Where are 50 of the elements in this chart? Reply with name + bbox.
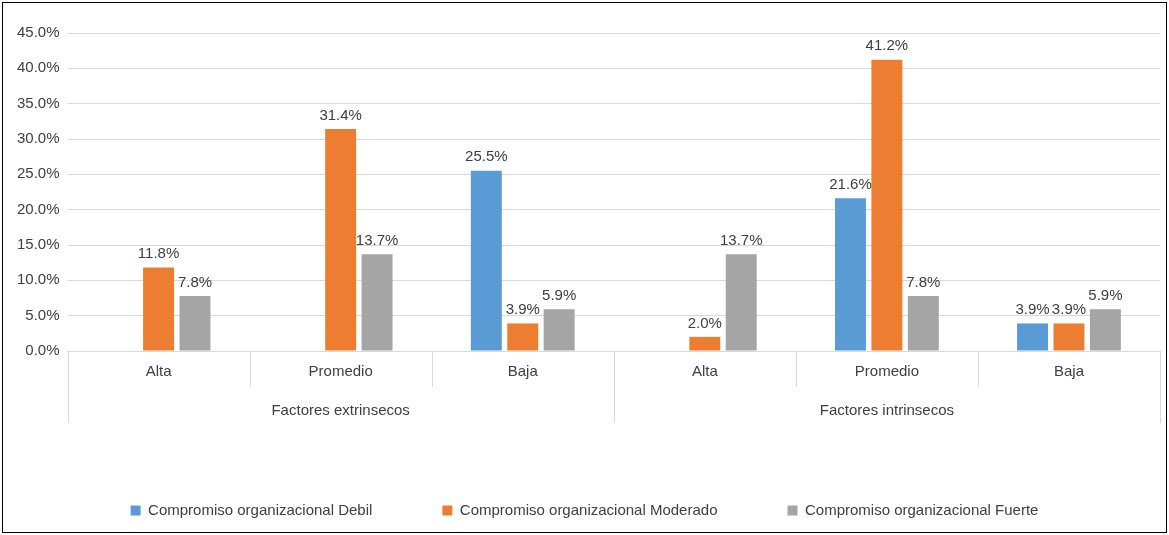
bar <box>143 267 175 351</box>
data-label: 5.9% <box>1088 285 1123 303</box>
legend-label: Compromiso organizacional Fuerte <box>804 500 1039 518</box>
bar <box>1053 323 1085 351</box>
bar <box>361 254 393 351</box>
data-label: 3.9% <box>1051 300 1087 318</box>
data-label: 31.4% <box>319 105 362 123</box>
bar <box>834 198 866 351</box>
x-tick-label: Promedio <box>854 362 919 380</box>
data-label: 7.8% <box>177 272 213 290</box>
bar <box>325 129 357 351</box>
data-label: 3.9% <box>505 300 540 318</box>
y-tick-label: 20.0% <box>16 199 60 217</box>
data-label: 3.9% <box>1015 300 1050 318</box>
y-tick-label: 30.0% <box>16 129 60 147</box>
bar <box>543 309 575 351</box>
x-tick-label: Baja <box>1053 362 1085 380</box>
legend-label: Compromiso organizacional Moderado <box>459 500 718 518</box>
y-tick-label: 25.0% <box>16 164 60 182</box>
x-tick-label: Promedio <box>308 362 373 380</box>
y-tick-label: 45.0% <box>16 23 60 41</box>
bar <box>507 323 539 351</box>
bar <box>907 295 939 351</box>
data-label: 11.8% <box>137 244 180 262</box>
bar <box>179 295 211 351</box>
data-label: 13.7% <box>719 230 763 248</box>
y-tick-label: 0.0% <box>25 341 60 359</box>
x-tick-label: Alta <box>145 362 173 380</box>
data-label: 7.8% <box>906 272 941 290</box>
bar <box>871 59 903 351</box>
data-label: 13.7% <box>355 230 399 248</box>
bar <box>725 254 757 351</box>
text: Factores extrinsecos <box>271 401 410 419</box>
y-tick-label: 35.0% <box>16 93 60 111</box>
bar <box>1089 309 1121 351</box>
x-tick-label: Baja <box>507 362 539 380</box>
bar <box>689 336 721 351</box>
x-tick-label: Alta <box>691 362 719 380</box>
bar <box>470 170 502 351</box>
data-label: 5.9% <box>542 285 577 303</box>
y-tick-label: 15.0% <box>16 235 60 253</box>
text: Factores intrinsecos <box>819 401 954 419</box>
data-label: 25.5% <box>465 147 508 165</box>
data-label: 41.2% <box>865 36 909 54</box>
data-label: 2.0% <box>687 313 722 331</box>
legend-label: Compromiso organizacional Debil <box>148 500 373 518</box>
y-tick-label: 40.0% <box>16 58 60 76</box>
y-tick-label: 10.0% <box>16 270 60 288</box>
bar <box>1017 323 1049 351</box>
y-tick-label: 5.0% <box>25 305 60 323</box>
